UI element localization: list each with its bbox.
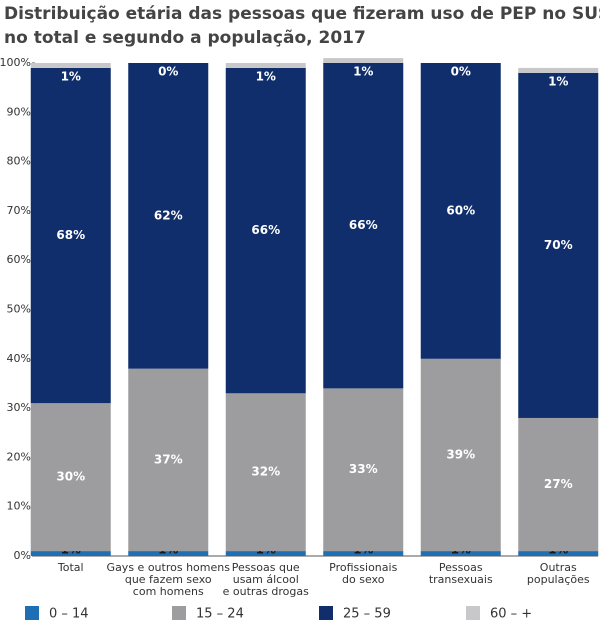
value-label: 1% (61, 69, 81, 83)
x-tick-label: Gays e outros homens que fazem sexo com ho… (107, 561, 231, 598)
value-label: 32% (251, 465, 280, 479)
bar-segment (30, 551, 111, 556)
chart-title: Distribuição etária das pessoas que fize… (4, 4, 600, 24)
x-tick-label: Pessoas que usam álcool e outras drogas (223, 561, 309, 598)
bar-segment (323, 63, 404, 389)
y-tick-label: 20% (7, 450, 31, 463)
bar-segment (420, 358, 501, 552)
bar-segment (225, 551, 306, 556)
chart-subtitle: no total e segundo a população, 2017 (4, 28, 366, 48)
y-tick-label: 30% (7, 401, 31, 414)
value-label: 68% (56, 228, 85, 242)
value-label: 60% (446, 203, 475, 217)
bar-segment (225, 393, 306, 552)
value-label: 62% (154, 208, 183, 222)
bar-segment (420, 63, 501, 359)
bar-segment (225, 63, 306, 68)
x-tick-label: Pessoas transexuais (429, 561, 493, 586)
bar-segment (128, 368, 209, 552)
legend-label: 25 – 59 (343, 607, 391, 622)
legend-swatch (25, 606, 39, 620)
bar-segment (323, 551, 404, 556)
legend-swatch (172, 606, 186, 620)
value-label: 39% (446, 447, 475, 461)
bar-segment (30, 63, 111, 68)
x-tick-label: Total (57, 561, 84, 574)
bar-segment (518, 67, 599, 73)
y-tick-label: 10% (7, 500, 31, 513)
value-label: 1% (353, 65, 373, 79)
y-tick-label: 80% (7, 155, 31, 168)
legend-label: 0 – 14 (49, 607, 89, 622)
value-label: 1% (548, 74, 568, 88)
bar-segment (30, 403, 111, 552)
legend-label: 60 – + (490, 607, 532, 622)
value-label: 33% (349, 462, 378, 476)
y-tick-label: 50% (7, 303, 31, 316)
bar-segment (225, 67, 306, 394)
value-label: 37% (154, 452, 183, 466)
value-label: 1% (256, 69, 276, 83)
y-tick-label: 90% (7, 105, 31, 118)
legend-label: 15 – 24 (196, 607, 244, 622)
bar-segment (128, 63, 209, 369)
legend-swatch (319, 606, 333, 620)
x-tick-label: Profissionais do sexo (329, 561, 397, 586)
value-label: 70% (544, 238, 573, 252)
bar-segment (323, 58, 404, 63)
y-tick-label: 60% (7, 253, 31, 266)
x-tick-label: Outras populações (527, 561, 590, 586)
legend-swatch (466, 606, 480, 620)
value-label: 0% (451, 65, 471, 79)
bar-segment (420, 551, 501, 556)
value-label: 27% (544, 477, 573, 491)
bar-segment (518, 72, 599, 418)
value-label: 0% (158, 65, 178, 79)
value-label: 66% (349, 218, 378, 232)
bar-segment (323, 388, 404, 552)
bar-segment (518, 417, 599, 552)
bar-segment (518, 551, 599, 556)
value-label: 30% (56, 470, 85, 484)
y-tick-label: 100% (0, 56, 31, 69)
value-label: 66% (251, 223, 280, 237)
y-tick-label: 40% (7, 352, 31, 365)
bar-segment (30, 67, 111, 404)
bar-segment (128, 551, 209, 556)
y-tick-label: 70% (7, 204, 31, 217)
y-tick-label: 0% (14, 549, 31, 562)
